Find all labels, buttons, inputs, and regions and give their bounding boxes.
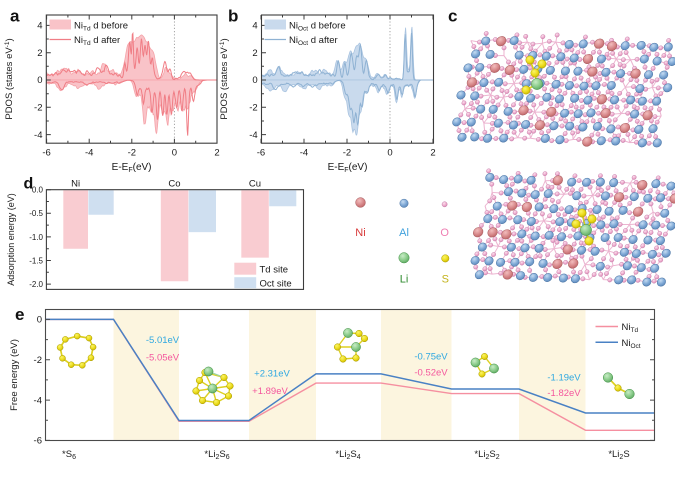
svg-text:-0.5: -0.5	[29, 209, 43, 218]
svg-text:-2.0: -2.0	[29, 280, 43, 289]
svg-text:*Li2S4: *Li2S4	[335, 449, 360, 461]
svg-text:0: 0	[387, 148, 392, 159]
svg-text:2: 2	[252, 48, 257, 59]
svg-text:0.0: 0.0	[32, 186, 44, 195]
svg-text:PDOS (states eV-1): PDOS (states eV-1)	[219, 38, 230, 119]
svg-text:-2: -2	[249, 103, 257, 114]
svg-text:-0.52eV: -0.52eV	[414, 368, 448, 379]
svg-text:-4: -4	[249, 130, 257, 141]
svg-text:a: a	[10, 7, 20, 26]
svg-text:-6: -6	[42, 148, 50, 159]
svg-text:Li: Li	[400, 274, 409, 286]
svg-text:PDOS (states eV-1): PDOS (states eV-1)	[4, 38, 15, 119]
svg-text:-2: -2	[343, 148, 351, 159]
svg-text:-0.75eV: -0.75eV	[414, 352, 448, 363]
svg-text:*Li2S6: *Li2S6	[204, 449, 229, 461]
svg-text:Adsorption energy (eV): Adsorption energy (eV)	[6, 193, 16, 286]
svg-text:Cu: Cu	[249, 179, 261, 190]
svg-text:-4: -4	[34, 130, 42, 141]
svg-text:Free energy (eV): Free energy (eV)	[9, 339, 20, 411]
svg-text:-6: -6	[34, 436, 42, 447]
svg-text:0: 0	[37, 75, 42, 86]
svg-text:*Li2S: *Li2S	[608, 449, 629, 461]
svg-text:-4: -4	[300, 148, 308, 159]
svg-text:e: e	[15, 305, 24, 324]
svg-text:Al: Al	[399, 227, 409, 239]
svg-text:-4: -4	[85, 148, 93, 159]
svg-text:NiTd d before: NiTd d before	[74, 21, 128, 33]
svg-text:NiTd d after: NiTd d after	[74, 35, 120, 47]
svg-text:b: b	[228, 7, 238, 26]
svg-text:-2: -2	[34, 103, 42, 114]
svg-text:-1.5: -1.5	[29, 256, 43, 265]
svg-text:4: 4	[37, 21, 42, 32]
svg-text:*Li2S2: *Li2S2	[474, 449, 499, 461]
svg-text:Oct site: Oct site	[260, 279, 292, 290]
svg-text:-5.05eV: -5.05eV	[146, 353, 180, 364]
svg-text:-5.01eV: -5.01eV	[146, 335, 180, 346]
svg-text:c: c	[448, 7, 457, 26]
svg-text:NiOct d after: NiOct d after	[289, 35, 338, 47]
svg-text:-4: -4	[34, 395, 42, 406]
svg-text:+1.89eV: +1.89eV	[252, 386, 288, 397]
svg-text:4: 4	[252, 21, 257, 32]
svg-text:-1.19eV: -1.19eV	[547, 373, 581, 384]
svg-text:E-EF(eV): E-EF(eV)	[112, 162, 152, 174]
svg-text:2: 2	[37, 48, 42, 59]
svg-text:+2.31eV: +2.31eV	[254, 369, 290, 380]
svg-text:Ni: Ni	[355, 227, 365, 239]
svg-text:S: S	[442, 274, 449, 286]
svg-text:Td site: Td site	[260, 264, 289, 275]
svg-text:2: 2	[214, 148, 219, 159]
svg-text:0: 0	[172, 148, 177, 159]
svg-text:-1.0: -1.0	[29, 233, 43, 242]
svg-text:Co: Co	[168, 179, 180, 190]
svg-text:d: d	[24, 175, 34, 192]
svg-text:2: 2	[430, 148, 435, 159]
svg-text:NiOct d before: NiOct d before	[289, 21, 346, 33]
svg-text:-6: -6	[257, 148, 265, 159]
svg-text:-2: -2	[128, 148, 136, 159]
svg-text:0: 0	[252, 75, 257, 86]
svg-text:0: 0	[37, 315, 42, 326]
svg-text:-2: -2	[34, 355, 42, 366]
svg-text:E-EF(eV): E-EF(eV)	[328, 162, 368, 174]
svg-text:-1.82eV: -1.82eV	[547, 388, 581, 399]
svg-text:Ni: Ni	[71, 179, 80, 190]
svg-text:O: O	[440, 227, 449, 239]
